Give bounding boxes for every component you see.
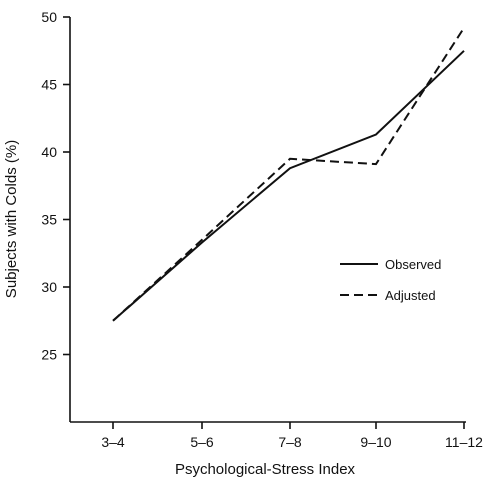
y-tick-label: 30 <box>41 279 57 295</box>
y-tick-label: 25 <box>41 347 57 363</box>
y-tick-label: 50 <box>41 9 57 25</box>
y-axis: 25 30 35 40 45 50 <box>41 9 71 422</box>
x-tick-label: 9–10 <box>360 434 391 450</box>
y-ticks: 25 30 35 40 45 50 <box>41 9 70 363</box>
x-axis: 3–4 5–6 7–8 9–10 11–12 <box>70 421 483 450</box>
x-axis-title: Psychological-Stress Index <box>175 461 356 478</box>
x-tick-label: 7–8 <box>278 434 302 450</box>
legend: Observed Adjusted <box>340 257 441 303</box>
x-tick-label: 3–4 <box>101 434 125 450</box>
y-tick-label: 45 <box>41 77 57 93</box>
series-layer <box>112 27 465 322</box>
x-ticks: 3–4 5–6 7–8 9–10 11–12 <box>101 422 483 450</box>
y-tick-label: 35 <box>41 212 57 228</box>
series-line-observed <box>112 50 465 322</box>
legend-label-adjusted: Adjusted <box>385 288 436 303</box>
y-tick-label: 40 <box>41 144 57 160</box>
x-tick-label: 5–6 <box>190 434 214 450</box>
x-tick-label: 11–12 <box>445 434 483 450</box>
y-axis-title: Subjects with Colds (%) <box>3 140 20 298</box>
legend-label-observed: Observed <box>385 257 441 272</box>
series-line-adjusted <box>112 27 465 322</box>
